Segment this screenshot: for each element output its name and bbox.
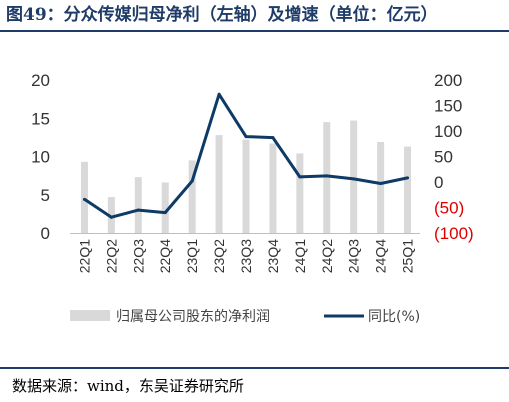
bar-24Q4 [377,141,385,233]
right-tick-label: 0 [434,173,443,192]
bar-23Q2 [215,135,223,233]
x-tick-label: 23Q3 [238,239,254,273]
line-point-23Q1 [190,179,194,183]
left-tick-label: 15 [31,109,50,128]
legend-line-label: 同比(%) [368,309,420,325]
bar-24Q2 [323,122,331,233]
right-tick-label: (50) [434,199,464,218]
x-tick-label: 22Q2 [103,239,119,273]
right-axis-ticks: (100) (50) 0 50 100 150 200 [434,71,474,243]
bar-25Q1 [404,146,412,233]
x-tick-label: 23Q4 [265,239,281,273]
right-tick-label: 50 [434,148,453,167]
bar-series [80,120,412,233]
left-tick-label: 10 [31,148,50,167]
title-divider [0,30,509,32]
line-point-22Q1 [82,197,86,201]
bar-24Q3 [350,120,358,233]
line-point-25Q1 [406,176,410,180]
line-point-22Q4 [163,211,167,215]
x-tick-label: 22Q4 [157,239,173,273]
x-tick-label: 24Q3 [346,239,362,273]
line-point-23Q4 [271,136,275,140]
line-point-23Q3 [244,135,248,139]
bar-23Q3 [242,139,250,233]
left-tick-label: 5 [41,186,50,205]
legend: 归属母公司股东的净利润 同比(%) [70,308,420,325]
page-title: 图49：分众传媒归母净利（左轴）及增速（单位：亿元） [6,5,438,25]
bar-22Q4 [161,182,169,233]
right-tick-label: 100 [434,122,462,141]
x-tick-label: 24Q2 [319,239,335,273]
x-tick-label: 24Q4 [373,239,389,273]
line-point-24Q4 [379,182,383,186]
legend-bar-label: 归属母公司股东的净利润 [116,308,270,325]
left-tick-label: 0 [41,224,50,243]
x-tick-label: 22Q3 [130,239,146,273]
left-axis-ticks: 0 5 10 15 20 [31,71,50,243]
x-tick-label: 23Q1 [184,239,200,273]
x-tick-label: 23Q2 [211,239,227,273]
footer-divider [0,367,509,369]
bar-24Q1 [296,153,304,233]
line-series [82,92,410,219]
right-tick-label: 200 [434,71,462,90]
bar-23Q4 [269,143,277,233]
x-tick-label: 25Q1 [400,239,416,273]
line-point-24Q3 [352,177,356,181]
bar-22Q3 [134,177,142,233]
bar-22Q2 [107,197,115,233]
right-tick-label: (100) [434,224,474,243]
bar-22Q1 [80,161,88,233]
left-tick-label: 20 [31,71,50,90]
source-note: 数据来源：wind，东吴证券研究所 [12,377,244,395]
x-axis-ticks: 22Q1 22Q2 22Q3 22Q4 23Q1 23Q2 23Q3 23Q4 24Q1 24Q2… [70,233,420,273]
bar-23Q1 [188,160,196,233]
x-tick-label: 22Q1 [76,239,92,273]
line-point-22Q2 [109,215,113,219]
right-tick-label: 150 [434,97,462,116]
line-point-23Q2 [217,92,221,96]
x-tick-label: 24Q1 [292,239,308,273]
legend-bar-swatch [70,310,110,321]
line-point-24Q1 [298,175,302,179]
line-point-22Q3 [136,208,140,212]
line-point-24Q2 [325,174,329,178]
